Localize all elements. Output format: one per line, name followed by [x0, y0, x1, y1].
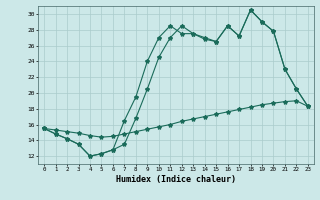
X-axis label: Humidex (Indice chaleur): Humidex (Indice chaleur)	[116, 175, 236, 184]
